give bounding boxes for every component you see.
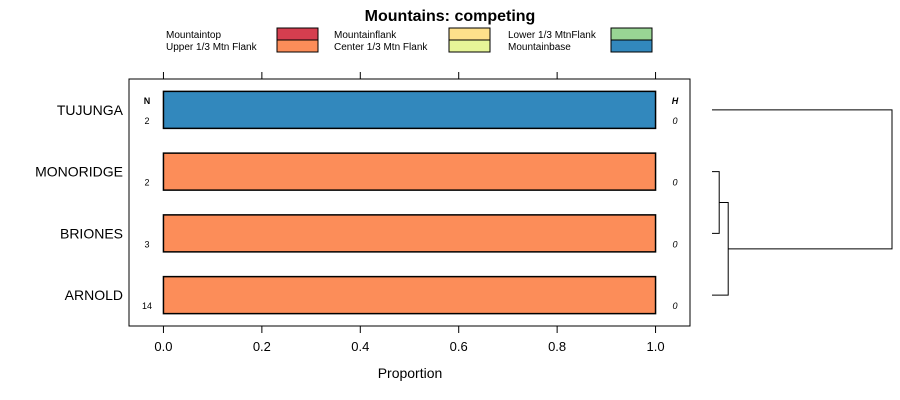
legend-label: Lower 1/3 MtnFlank <box>508 30 597 41</box>
category-label: BRIONES <box>60 225 123 241</box>
dendrogram-branch <box>712 171 720 234</box>
h-value: 0 <box>672 178 677 188</box>
legend-label: Upper 1/3 Mtn Flank <box>166 42 258 53</box>
legend-label: Mountaintop <box>166 30 221 41</box>
category-label: TUJUNGA <box>57 102 124 118</box>
x-tick-label: 0.2 <box>253 339 271 354</box>
legend-swatch <box>448 39 491 53</box>
chart-title: Mountains: competing <box>365 8 536 25</box>
x-tick-label: 0.6 <box>450 339 468 354</box>
dendrogram <box>712 109 893 296</box>
category-label: ARNOLD <box>65 287 123 303</box>
legend-swatch <box>448 27 491 41</box>
legend-label: Mountainflank <box>334 30 397 41</box>
x-tick-label: 1.0 <box>647 339 665 354</box>
n-value: 14 <box>142 301 152 311</box>
legend-swatch <box>276 39 319 53</box>
h-value: 0 <box>672 239 677 249</box>
n-value: 2 <box>144 178 149 188</box>
legend-swatch <box>610 27 653 41</box>
dendrogram-branch <box>712 202 729 296</box>
dendrogram-branch <box>712 109 893 250</box>
bar-segment <box>162 275 657 315</box>
legend-label: Center 1/3 Mtn Flank <box>334 42 428 53</box>
x-axis-label: Proportion <box>378 365 443 381</box>
h-header: H <box>672 96 679 106</box>
x-tick-label: 0.4 <box>351 339 369 354</box>
plot-frame <box>128 78 691 327</box>
category-label: MONORIDGE <box>35 164 123 180</box>
x-tick-label: 0.8 <box>548 339 566 354</box>
n-value: 3 <box>144 239 149 249</box>
bar-segment <box>162 90 657 130</box>
legend-swatch <box>610 39 653 53</box>
n-value: 2 <box>144 116 149 126</box>
n-header: N <box>144 96 151 106</box>
h-value: 0 <box>672 301 677 311</box>
bar-segment <box>162 214 657 253</box>
x-tick-label: 0.0 <box>154 339 172 354</box>
plot-area: 0.0 0.2 0.4 0.6 0.8 1.0 N H TUJUNGA 2 0 MONORIDGE 2 0… <box>35 72 691 354</box>
bar-segment <box>162 152 657 191</box>
legend-label: Mountainbase <box>508 42 571 53</box>
legend-swatch <box>276 27 319 41</box>
h-value: 0 <box>672 116 677 126</box>
